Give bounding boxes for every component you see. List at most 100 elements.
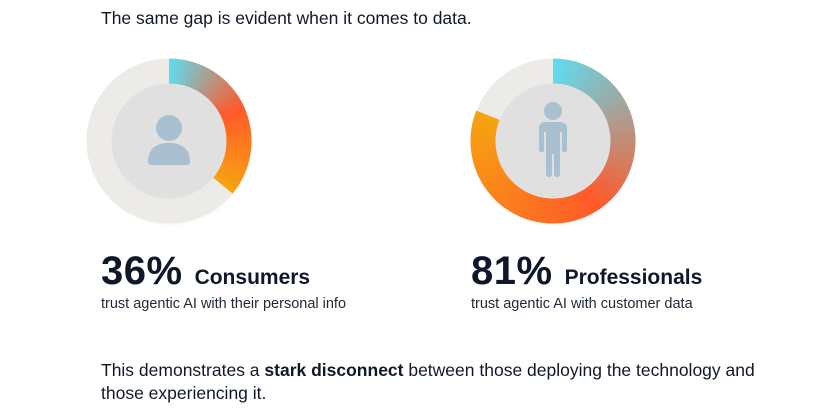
donut-arc-segment xyxy=(575,191,592,217)
donut-arc-segment xyxy=(224,152,250,164)
donut-arc-segment xyxy=(586,184,607,209)
donut-arc-segment xyxy=(602,99,628,117)
professionals-label: Professionals xyxy=(564,266,703,289)
donut-arc-segment xyxy=(219,100,244,118)
donut-arc-segment xyxy=(196,68,214,93)
donut-arc-segment xyxy=(606,158,632,173)
donut-arc-segment xyxy=(217,167,243,185)
donut-arc-segment xyxy=(188,63,204,89)
donut-arc-segment xyxy=(476,162,502,178)
donut-arc-segment xyxy=(602,165,628,183)
donut-arc-segment xyxy=(592,179,615,201)
donut-arc-segment xyxy=(508,189,527,215)
donut-arc-segment xyxy=(568,61,582,88)
donut-arc-segment xyxy=(556,197,565,224)
donut-arc-segment xyxy=(472,154,499,167)
donut-arc-segment xyxy=(589,182,611,205)
donut-arc-segment xyxy=(472,115,499,128)
donut-arc-segment xyxy=(225,128,252,137)
donut-arc-segment xyxy=(474,158,500,173)
donut-arc-segment xyxy=(214,90,239,111)
donut-arc-segment xyxy=(215,170,240,190)
donut-arc-segment xyxy=(572,193,587,219)
donut-arc-segment xyxy=(583,71,603,95)
conclusion-text: This demonstrates a stark disconnect bet… xyxy=(101,359,801,405)
donut-arc-segment xyxy=(604,162,630,178)
donut-arc-segment xyxy=(184,61,199,88)
donut-arc-segment xyxy=(592,81,615,104)
consumers-stat: 36% Consumers trust agentic AI with thei… xyxy=(101,250,346,314)
donut-arc-segment xyxy=(199,71,219,96)
donut-arc-segment xyxy=(203,74,224,98)
donut-arc-segment xyxy=(470,146,497,156)
donut-arc-segment xyxy=(595,85,619,107)
donut-arc-segment xyxy=(600,169,625,188)
donut-arc-segment xyxy=(556,58,566,85)
donut-arc-segment xyxy=(607,154,634,168)
donut-arc-segment xyxy=(213,174,237,194)
professionals-caption: trust agentic AI with customer data xyxy=(471,296,693,312)
donut-arc-segment xyxy=(223,156,249,170)
donut-arc-segment xyxy=(513,191,530,217)
person-standing-icon xyxy=(539,102,567,177)
donut-arc-segment xyxy=(579,68,598,93)
donut-arc-segment xyxy=(487,176,511,197)
donut-arc-segment xyxy=(609,126,636,136)
donut-arc-segment xyxy=(206,78,228,101)
donut-arc-segment xyxy=(491,179,514,201)
donut-arc-segment xyxy=(607,115,634,128)
donut-arc-segment xyxy=(560,59,571,85)
donut-arc-segment xyxy=(608,120,635,132)
conclusion-before: This demonstrates a xyxy=(101,360,265,380)
donut-arc-segment xyxy=(471,150,498,162)
donut-arc-segment xyxy=(172,58,182,85)
donut-arc-segment xyxy=(541,197,550,224)
donut-arc-segment xyxy=(589,77,611,101)
donut-arc-segment xyxy=(474,110,500,124)
donut-arc-segment xyxy=(209,82,232,104)
donut-arc-segment xyxy=(519,193,534,219)
donut-arc-segment xyxy=(568,194,582,221)
consumers-donut-svg xyxy=(86,58,253,227)
donut-arc-segment xyxy=(222,111,249,125)
consumers-percent: 36% xyxy=(101,249,183,293)
donut-arc-segment xyxy=(535,197,546,223)
donut-arc-segment xyxy=(192,65,209,91)
donut-arc-segment xyxy=(609,146,636,156)
donut-arc-segment xyxy=(564,60,577,86)
donut-arc-segment xyxy=(499,184,520,208)
donut-arc-segment xyxy=(595,176,619,197)
donut-arc-segment xyxy=(604,104,630,121)
professionals-stat: 81% Professionals trust agentic AI with … xyxy=(471,250,702,314)
donut-arc-segment xyxy=(223,116,250,129)
donut-arc-segment xyxy=(600,94,625,113)
donut-arc-segment xyxy=(225,148,251,158)
professionals-donut-svg xyxy=(470,58,637,227)
donut-arc-segment xyxy=(583,187,602,212)
intro-text: The same gap is evident when it comes to… xyxy=(101,8,472,28)
professionals-donut-chart xyxy=(470,58,637,227)
donut-arc-segment xyxy=(504,187,523,212)
donut-arc-segment xyxy=(576,65,593,91)
donut-value-arc xyxy=(168,58,252,194)
donut-arc-segment xyxy=(597,172,622,193)
consumers-caption: trust agentic AI with their personal inf… xyxy=(101,296,347,312)
donut-arc-segment xyxy=(216,95,242,114)
consumers-donut-chart xyxy=(86,58,253,227)
donut-arc-segment xyxy=(180,60,193,86)
donut-arc-segment xyxy=(579,189,597,215)
donut-arc-segment xyxy=(220,105,247,121)
donut-arc-segment xyxy=(478,165,504,183)
professionals-percent: 81% xyxy=(471,249,553,293)
donut-arc-segment xyxy=(470,126,497,136)
donut-arc-segment xyxy=(495,182,517,205)
donut-arc-segment xyxy=(606,109,632,124)
donut-arc-segment xyxy=(586,74,607,98)
donut-arc-segment xyxy=(524,194,538,221)
donut-arc-segment xyxy=(212,86,236,107)
donut-arc-segment xyxy=(564,196,577,222)
donut-arc-segment xyxy=(481,169,506,188)
donut-arc-segment xyxy=(484,172,508,193)
donut-arc-segment xyxy=(219,163,245,180)
donut-arc-segment xyxy=(608,150,635,162)
